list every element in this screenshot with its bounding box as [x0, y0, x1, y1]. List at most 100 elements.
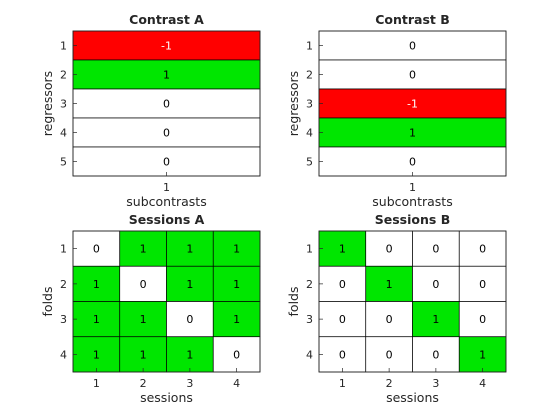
y-axis-label: folds: [286, 287, 301, 317]
heatmap-cell: [365, 265, 413, 302]
y-tick-label: 2: [306, 69, 313, 82]
cell-value-label: 1: [479, 348, 486, 361]
y-tick-label: 4: [60, 348, 67, 361]
cell-value-label: 0: [409, 156, 416, 169]
heatmap-cell: [72, 230, 121, 267]
heatmap-cell: [412, 336, 460, 373]
heatmap-cell: [365, 336, 413, 373]
cell-value-label: 1: [186, 278, 193, 291]
heatmap-cell: [318, 117, 507, 148]
heatmap-cell: [212, 301, 261, 338]
heatmap-cell: [458, 230, 507, 267]
heatmap-cell: [412, 230, 460, 267]
x-axis-label: sessions: [386, 390, 439, 405]
y-tick-label: 3: [60, 98, 67, 111]
y-tick-label: 4: [306, 348, 313, 361]
cell-value-label: 0: [479, 313, 486, 326]
cell-value-label: 0: [339, 348, 346, 361]
cell-value-label: 0: [409, 40, 416, 53]
cell-value-label: 1: [140, 243, 147, 256]
heatmap-cell: [365, 301, 413, 338]
heatmap-cell: [119, 230, 167, 267]
cell-value-label: 0: [386, 313, 393, 326]
heatmap-cell: [318, 30, 507, 61]
y-tick-label: 1: [60, 40, 67, 53]
heatmap-panel-1: -1 1 0 0 0 1 2 3 4 5 1 Contrast A subcontrasts regres…: [40, 12, 261, 209]
heatmap-cell: [318, 336, 367, 373]
heatmap-cell: [119, 265, 167, 302]
chart-title: Sessions B: [375, 212, 450, 227]
x-tick-label: 3: [186, 377, 193, 390]
heatmap-panel-2: 0 0 -1 1 0 1 2 3 4 5 1 Contrast B subcontrasts regres…: [286, 12, 507, 209]
cell-value-label: -1: [407, 98, 418, 111]
cell-value-label: 0: [479, 243, 486, 256]
y-axis-label: folds: [40, 287, 55, 317]
heatmap-panel-4: 1 0 0 0 0 1 0 0 0 0 1 0 0 0 0 1 1 2 3 4 1 2 3 4 Sessions B sessio…: [286, 212, 507, 405]
heatmap-cell: [72, 30, 261, 61]
y-tick-label: 1: [306, 243, 313, 256]
heatmap-cell: [166, 336, 214, 373]
heatmap-cell: [458, 265, 507, 302]
cell-value-label: 1: [93, 313, 100, 326]
heatmap-cell: [72, 265, 121, 302]
y-tick-label: 3: [60, 313, 67, 326]
cell-value-label: 1: [186, 243, 193, 256]
x-axis-label: subcontrasts: [126, 194, 206, 209]
cell-value-label: 0: [432, 243, 439, 256]
x-tick-label: 2: [386, 377, 393, 390]
y-tick-label: 5: [60, 156, 67, 169]
cell-value-label: 1: [140, 313, 147, 326]
heatmap-cell: [212, 336, 261, 373]
cell-value-label: 1: [93, 348, 100, 361]
x-axis-label: subcontrasts: [372, 194, 452, 209]
axes-frame: [72, 230, 261, 373]
cell-value-label: 1: [339, 243, 346, 256]
cell-value-label: -1: [161, 40, 172, 53]
heatmap-cell: [72, 88, 261, 119]
x-tick-label: 2: [140, 377, 147, 390]
cell-value-label: 1: [233, 313, 240, 326]
cell-value-label: 0: [140, 278, 147, 291]
x-tick-label: 4: [479, 377, 486, 390]
y-tick-label: 4: [306, 127, 313, 140]
heatmap-cell: [412, 265, 460, 302]
x-tick-label: 4: [233, 377, 240, 390]
cell-value-label: 0: [163, 98, 170, 111]
x-tick-label: 3: [432, 377, 439, 390]
y-tick-label: 1: [60, 243, 67, 256]
heatmap-cell: [166, 301, 214, 338]
y-axis-label: regressors: [286, 71, 301, 136]
x-tick-label: 1: [163, 181, 170, 194]
cell-value-label: 0: [432, 278, 439, 291]
cell-value-label: 1: [140, 348, 147, 361]
heatmap-cell: [72, 301, 121, 338]
cell-value-label: 0: [409, 69, 416, 82]
heatmap-cell: [458, 301, 507, 338]
y-tick-label: 3: [306, 313, 313, 326]
heatmap-panel-3: 0 1 1 1 1 0 1 1 1 1 0 1 1 1 1 0 1 2 3 4 1 2 3 4 Sessions A sessio…: [40, 212, 261, 405]
y-tick-label: 2: [60, 69, 67, 82]
cell-value-label: 0: [339, 313, 346, 326]
heatmap-cell: [72, 117, 261, 148]
cell-value-label: 1: [432, 313, 439, 326]
axes-frame: [318, 230, 507, 373]
y-tick-label: 5: [306, 156, 313, 169]
cell-value-label: 1: [233, 243, 240, 256]
chart-title: Contrast B: [375, 12, 450, 27]
cell-value-label: 0: [479, 278, 486, 291]
heatmap-cell: [72, 59, 261, 90]
cell-value-label: 1: [386, 278, 393, 291]
chart-title: Contrast A: [129, 12, 204, 27]
chart-title: Sessions A: [129, 212, 205, 227]
cell-value-label: 1: [186, 348, 193, 361]
x-tick-label: 1: [409, 181, 416, 194]
x-axis-label: sessions: [140, 390, 193, 405]
cell-value-label: 0: [93, 243, 100, 256]
y-tick-label: 2: [60, 278, 67, 291]
cell-value-label: 1: [93, 278, 100, 291]
cell-value-label: 1: [233, 278, 240, 291]
cell-value-label: 0: [163, 127, 170, 140]
y-axis-label: regressors: [40, 71, 55, 136]
cell-value-label: 0: [386, 348, 393, 361]
